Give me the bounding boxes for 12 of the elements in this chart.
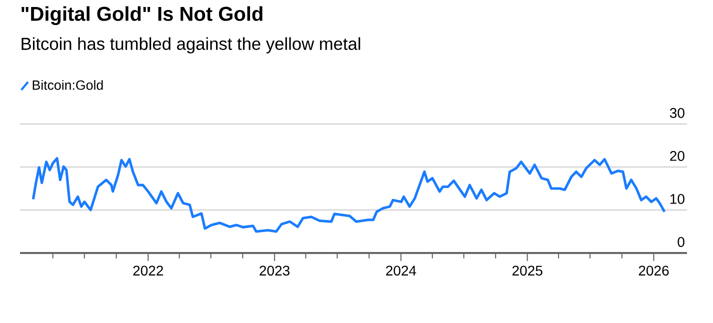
y-tick-label: 0 bbox=[678, 237, 684, 247]
y-tick-label: 20 bbox=[670, 151, 684, 161]
x-tick-label: 2022 bbox=[133, 266, 163, 276]
x-tick-label: 2026 bbox=[638, 266, 669, 276]
legend-label: Bitcoin:Gold bbox=[32, 80, 103, 90]
y-tick-label: 30 bbox=[670, 108, 684, 118]
x-tick-label: 2024 bbox=[386, 266, 416, 276]
chart-subtitle: Bitcoin has tumbled against the yellow metal bbox=[22, 37, 360, 54]
x-tick-label: 2025 bbox=[512, 266, 542, 276]
chart-title: "Digital Gold" Is Not Gold bbox=[22, 6, 262, 25]
x-tick-label: 2023 bbox=[260, 266, 290, 276]
y-tick-label: 10 bbox=[670, 194, 684, 204]
